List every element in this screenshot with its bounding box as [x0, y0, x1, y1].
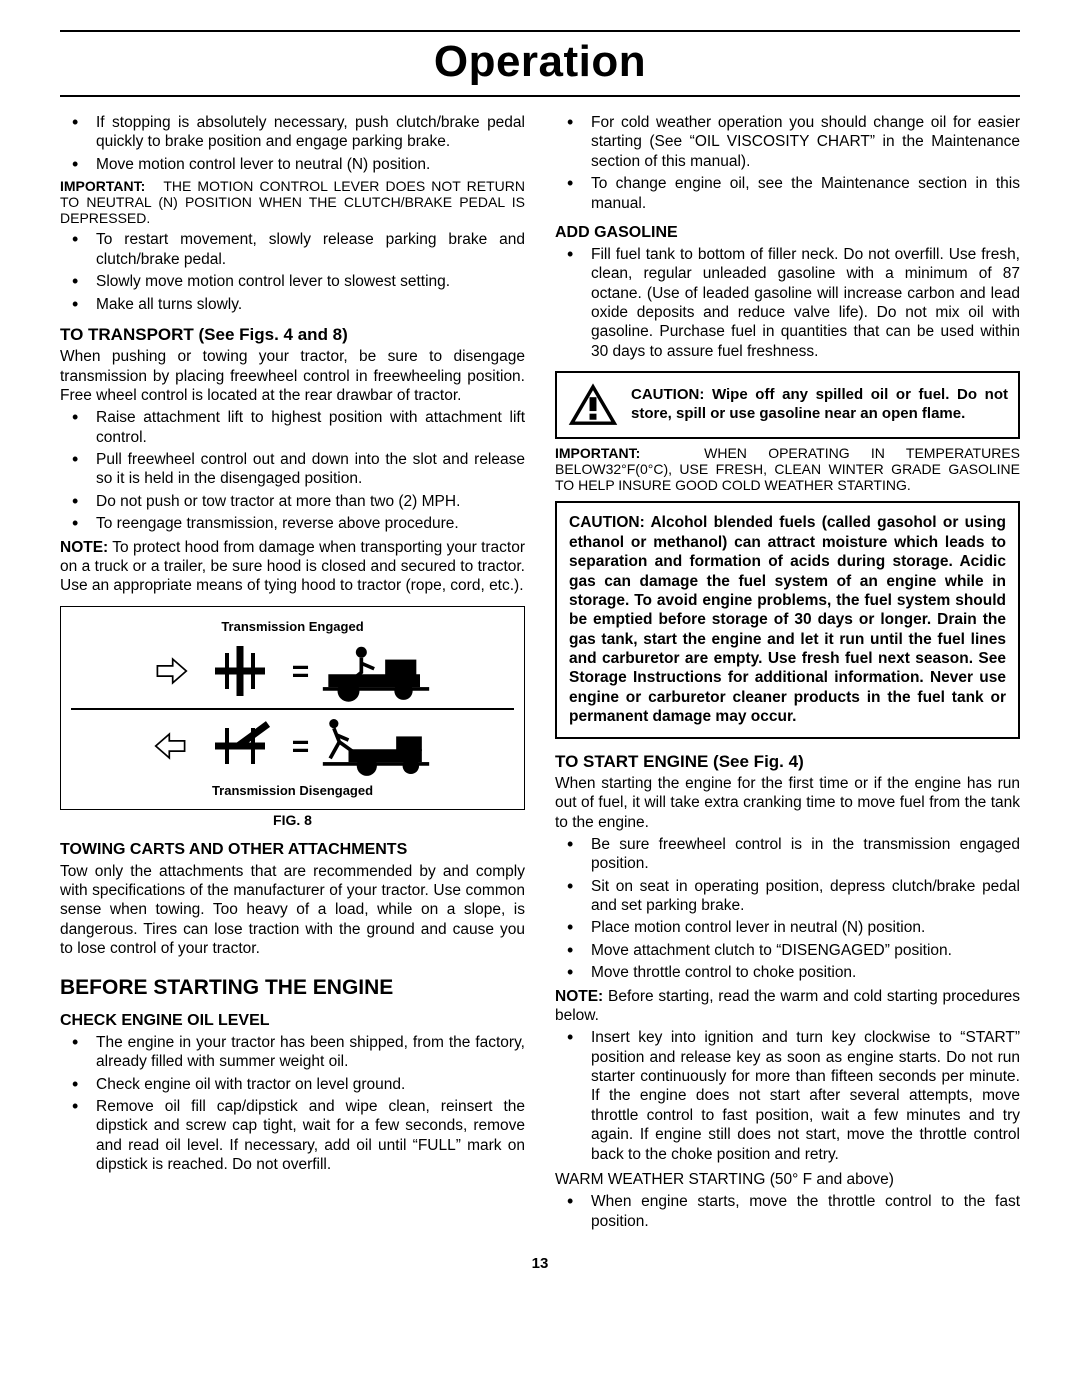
list-item: Remove oil fill cap/dipstick and wipe cl…	[96, 1097, 525, 1175]
towing-paragraph: Tow only the attachments that are recomm…	[60, 862, 525, 959]
list-item: When engine starts, move the throttle co…	[591, 1192, 1020, 1231]
caution-box-spill: CAUTION: Wipe off any spilled oil or fue…	[555, 371, 1020, 439]
transport-note: NOTE: To protect hood from damage when t…	[60, 538, 525, 596]
list-item: Move motion control lever to neutral (N)…	[96, 155, 525, 174]
cold-weather-bullets: For cold weather operation you should ch…	[555, 113, 1020, 213]
fig8-row-disengaged: =	[71, 714, 514, 779]
stop-bullets: If stopping is absolutely necessary, pus…	[60, 113, 525, 174]
note-text: To protect hood from damage when transpo…	[60, 539, 525, 595]
lever-engaged-icon	[200, 641, 280, 701]
list-item: To reengage transmission, reverse above …	[96, 514, 525, 533]
figure-8-box: Transmission Engaged =	[60, 606, 525, 811]
warm-weather-bullets: When engine starts, move the throttle co…	[555, 1192, 1020, 1231]
warm-weather-heading: WARM WEATHER STARTING (50° F and above)	[555, 1170, 1020, 1189]
gasoline-bullets: Fill fuel tank to bottom of filler neck.…	[555, 245, 1020, 361]
arrow-right-icon	[154, 654, 188, 688]
transport-paragraph: When pushing or towing your tractor, be …	[60, 347, 525, 405]
list-item: Move throttle control to choke position.	[591, 963, 1020, 982]
list-item: For cold weather operation you should ch…	[591, 113, 1020, 171]
list-item: Move attachment clutch to “DISENGAGED” p…	[591, 941, 1020, 960]
list-item: Make all turns slowly.	[96, 295, 525, 314]
before-starting-heading: BEFORE STARTING THE ENGINE	[60, 975, 525, 1001]
page-header: Operation	[60, 30, 1020, 97]
fig8-caption: FIG. 8	[60, 812, 525, 830]
important-temperature-note: IMPORTANT: WHEN OPERATING IN TEMPERATURE…	[555, 445, 1020, 493]
list-item: Raise attachment lift to highest positio…	[96, 408, 525, 447]
tractor-seated-icon	[321, 639, 431, 704]
towing-heading: TOWING CARTS AND OTHER ATTACHMENTS	[60, 840, 525, 860]
list-item: Insert key into ignition and turn key cl…	[591, 1028, 1020, 1164]
tractor-pushed-icon	[321, 714, 431, 779]
list-item: To change engine oil, see the Maintenanc…	[591, 174, 1020, 213]
equals-icon: =	[292, 728, 310, 766]
list-item: Place motion control lever in neutral (N…	[591, 918, 1020, 937]
start-engine-bullets-2: Insert key into ignition and turn key cl…	[555, 1028, 1020, 1164]
list-item: Pull freewheel control out and down into…	[96, 450, 525, 489]
transport-heading: TO TRANSPORT (See Figs. 4 and 8)	[60, 324, 525, 345]
caution-text: CAUTION: Wipe off any spilled oil or fue…	[631, 386, 1008, 424]
list-item: The engine in your tractor has been ship…	[96, 1033, 525, 1072]
page-title: Operation	[60, 34, 1020, 89]
restart-bullets: To restart movement, slowly release park…	[60, 230, 525, 314]
equals-icon: =	[292, 653, 310, 691]
note-prefix: NOTE:	[60, 539, 108, 556]
list-item: Check engine oil with tractor on level g…	[96, 1075, 525, 1094]
note-prefix: NOTE:	[555, 988, 603, 1005]
fig8-row-engaged: =	[71, 639, 514, 704]
list-item: To restart movement, slowly release park…	[96, 230, 525, 269]
warning-triangle-icon	[567, 381, 619, 429]
list-item: Do not push or tow tractor at more than …	[96, 492, 525, 511]
important-note: IMPORTANT: THE MOTION CONTROL LEVER DOES…	[60, 178, 525, 226]
right-column: For cold weather operation you should ch…	[555, 111, 1020, 1235]
start-engine-heading: TO START ENGINE (See Fig. 4)	[555, 751, 1020, 772]
list-item: If stopping is absolutely necessary, pus…	[96, 113, 525, 152]
left-column: If stopping is absolutely necessary, pus…	[60, 111, 525, 1235]
arrow-left-icon	[154, 729, 188, 763]
check-oil-bullets: The engine in your tractor has been ship…	[60, 1033, 525, 1175]
list-item: Fill fuel tank to bottom of filler neck.…	[591, 245, 1020, 361]
transport-bullets: Raise attachment lift to highest positio…	[60, 408, 525, 533]
note-text: Before starting, read the warm and cold …	[555, 988, 1020, 1024]
start-engine-bullets: Be sure freewheel control is in the tran…	[555, 835, 1020, 983]
lever-disengaged-icon	[200, 716, 280, 776]
start-engine-paragraph: When starting the engine for the first t…	[555, 774, 1020, 832]
list-item: Slowly move motion control lever to slow…	[96, 272, 525, 291]
page-number: 13	[60, 1255, 1020, 1274]
list-item: Be sure freewheel control is in the tran…	[591, 835, 1020, 874]
fig8-bot-label: Transmission Disengaged	[71, 783, 514, 799]
start-note: NOTE: Before starting, read the warm and…	[555, 987, 1020, 1026]
fig8-top-label: Transmission Engaged	[71, 619, 514, 635]
check-oil-heading: CHECK ENGINE OIL LEVEL	[60, 1011, 525, 1031]
important-prefix: IMPORTANT:	[60, 178, 145, 194]
add-gasoline-heading: ADD GASOLINE	[555, 223, 1020, 243]
important-prefix: IMPORTANT:	[555, 445, 640, 461]
caution-box-gasohol: CAUTION: Alcohol blended fuels (called g…	[555, 501, 1020, 738]
list-item: Sit on seat in operating position, depre…	[591, 877, 1020, 916]
